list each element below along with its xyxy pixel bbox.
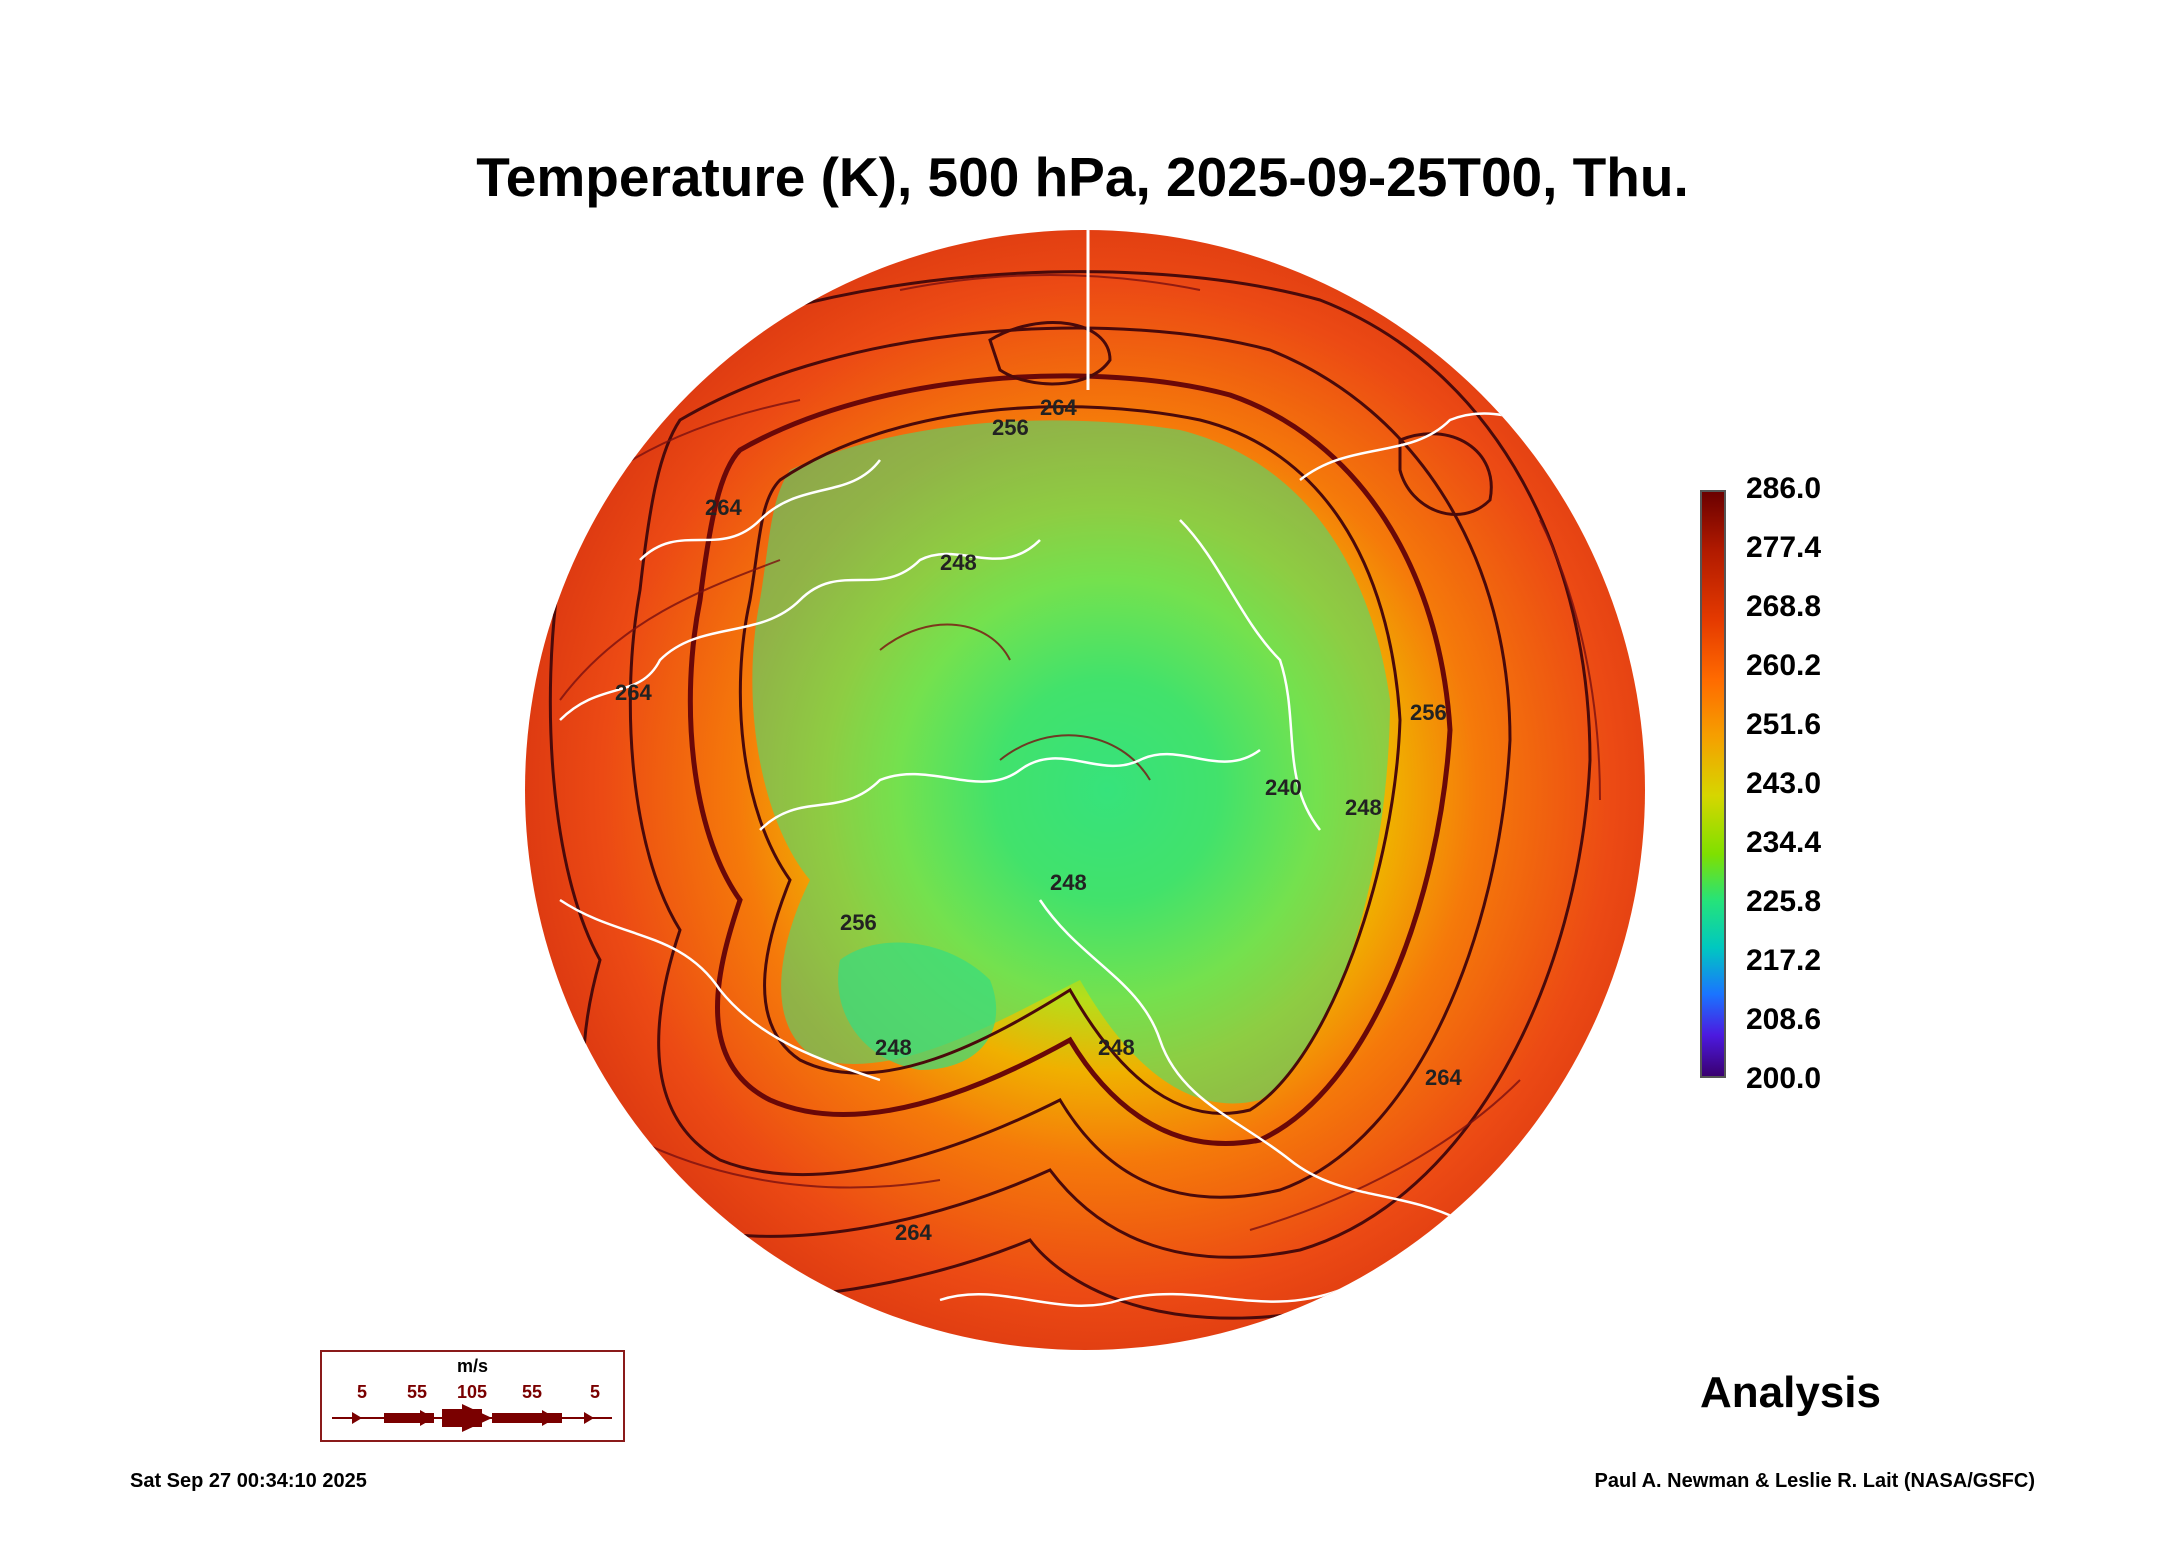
cold-pool-secondary: [838, 942, 997, 1070]
credit: Paul A. Newman & Leslie R. Lait (NASA/GS…: [1594, 1470, 2035, 1492]
colorbar-tick-label: 286.0: [1746, 472, 1822, 505]
colorbar-tick-label: 260.2: [1746, 649, 1822, 682]
colorbar-tick-label: 208.6: [1746, 1003, 1822, 1036]
colorbar-tick-label: 200.0: [1746, 1062, 1822, 1095]
contour-label: 256: [992, 415, 1029, 440]
wind-speed-key: m/s 5 55 105 55 5: [320, 1350, 625, 1442]
colorbar-tick-label: 234.4: [1746, 826, 1822, 859]
wind-key-label: 5: [590, 1382, 601, 1402]
contour-label: 264: [705, 495, 742, 520]
colorbar-tick-label: 277.4: [1746, 531, 1822, 564]
wind-key-label: 105: [457, 1382, 488, 1402]
timestamp: Sat Sep 27 00:34:10 2025: [130, 1470, 367, 1492]
contour-label: 248: [1098, 1035, 1135, 1060]
colorbar-tick-label: 268.8: [1746, 590, 1822, 623]
contour-label: 264: [895, 1220, 932, 1245]
colorbar-tick-label: 243.0: [1746, 767, 1822, 800]
contour-label-group: 264 256 264 248 264 240 248 256 248 264 …: [615, 395, 1462, 1245]
colorbar-tick-label: 217.2: [1746, 944, 1822, 977]
contour-label: 264: [615, 680, 652, 705]
wind-key-label: 55: [407, 1382, 428, 1402]
colorbar-tick-label: 251.6: [1746, 708, 1822, 741]
contour-label: 248: [875, 1035, 912, 1060]
chart-title: Temperature (K), 500 hPa, 2025-09-25T00,…: [476, 146, 1689, 208]
contour-label: 248: [1050, 870, 1087, 895]
colorbar-tick-label: 225.8: [1746, 885, 1822, 918]
wind-streamlines: [539, 274, 1601, 1231]
contour-label: 264: [1040, 395, 1077, 420]
colorbar: [1700, 490, 1726, 1078]
contour-label: 256: [1410, 700, 1447, 725]
wind-key-arrow: [332, 1404, 612, 1432]
contour-label: 256: [840, 910, 877, 935]
wind-key-label: 55: [522, 1382, 543, 1402]
wind-key-label: 5: [357, 1382, 368, 1402]
contour-label: 240: [1265, 775, 1302, 800]
wind-key-unit: m/s: [456, 1356, 489, 1376]
product-label: Analysis: [1700, 1368, 1881, 1417]
contour-label: 264: [1425, 1065, 1462, 1090]
contour-label: 248: [1345, 795, 1382, 820]
contour-label: 248: [940, 550, 977, 575]
